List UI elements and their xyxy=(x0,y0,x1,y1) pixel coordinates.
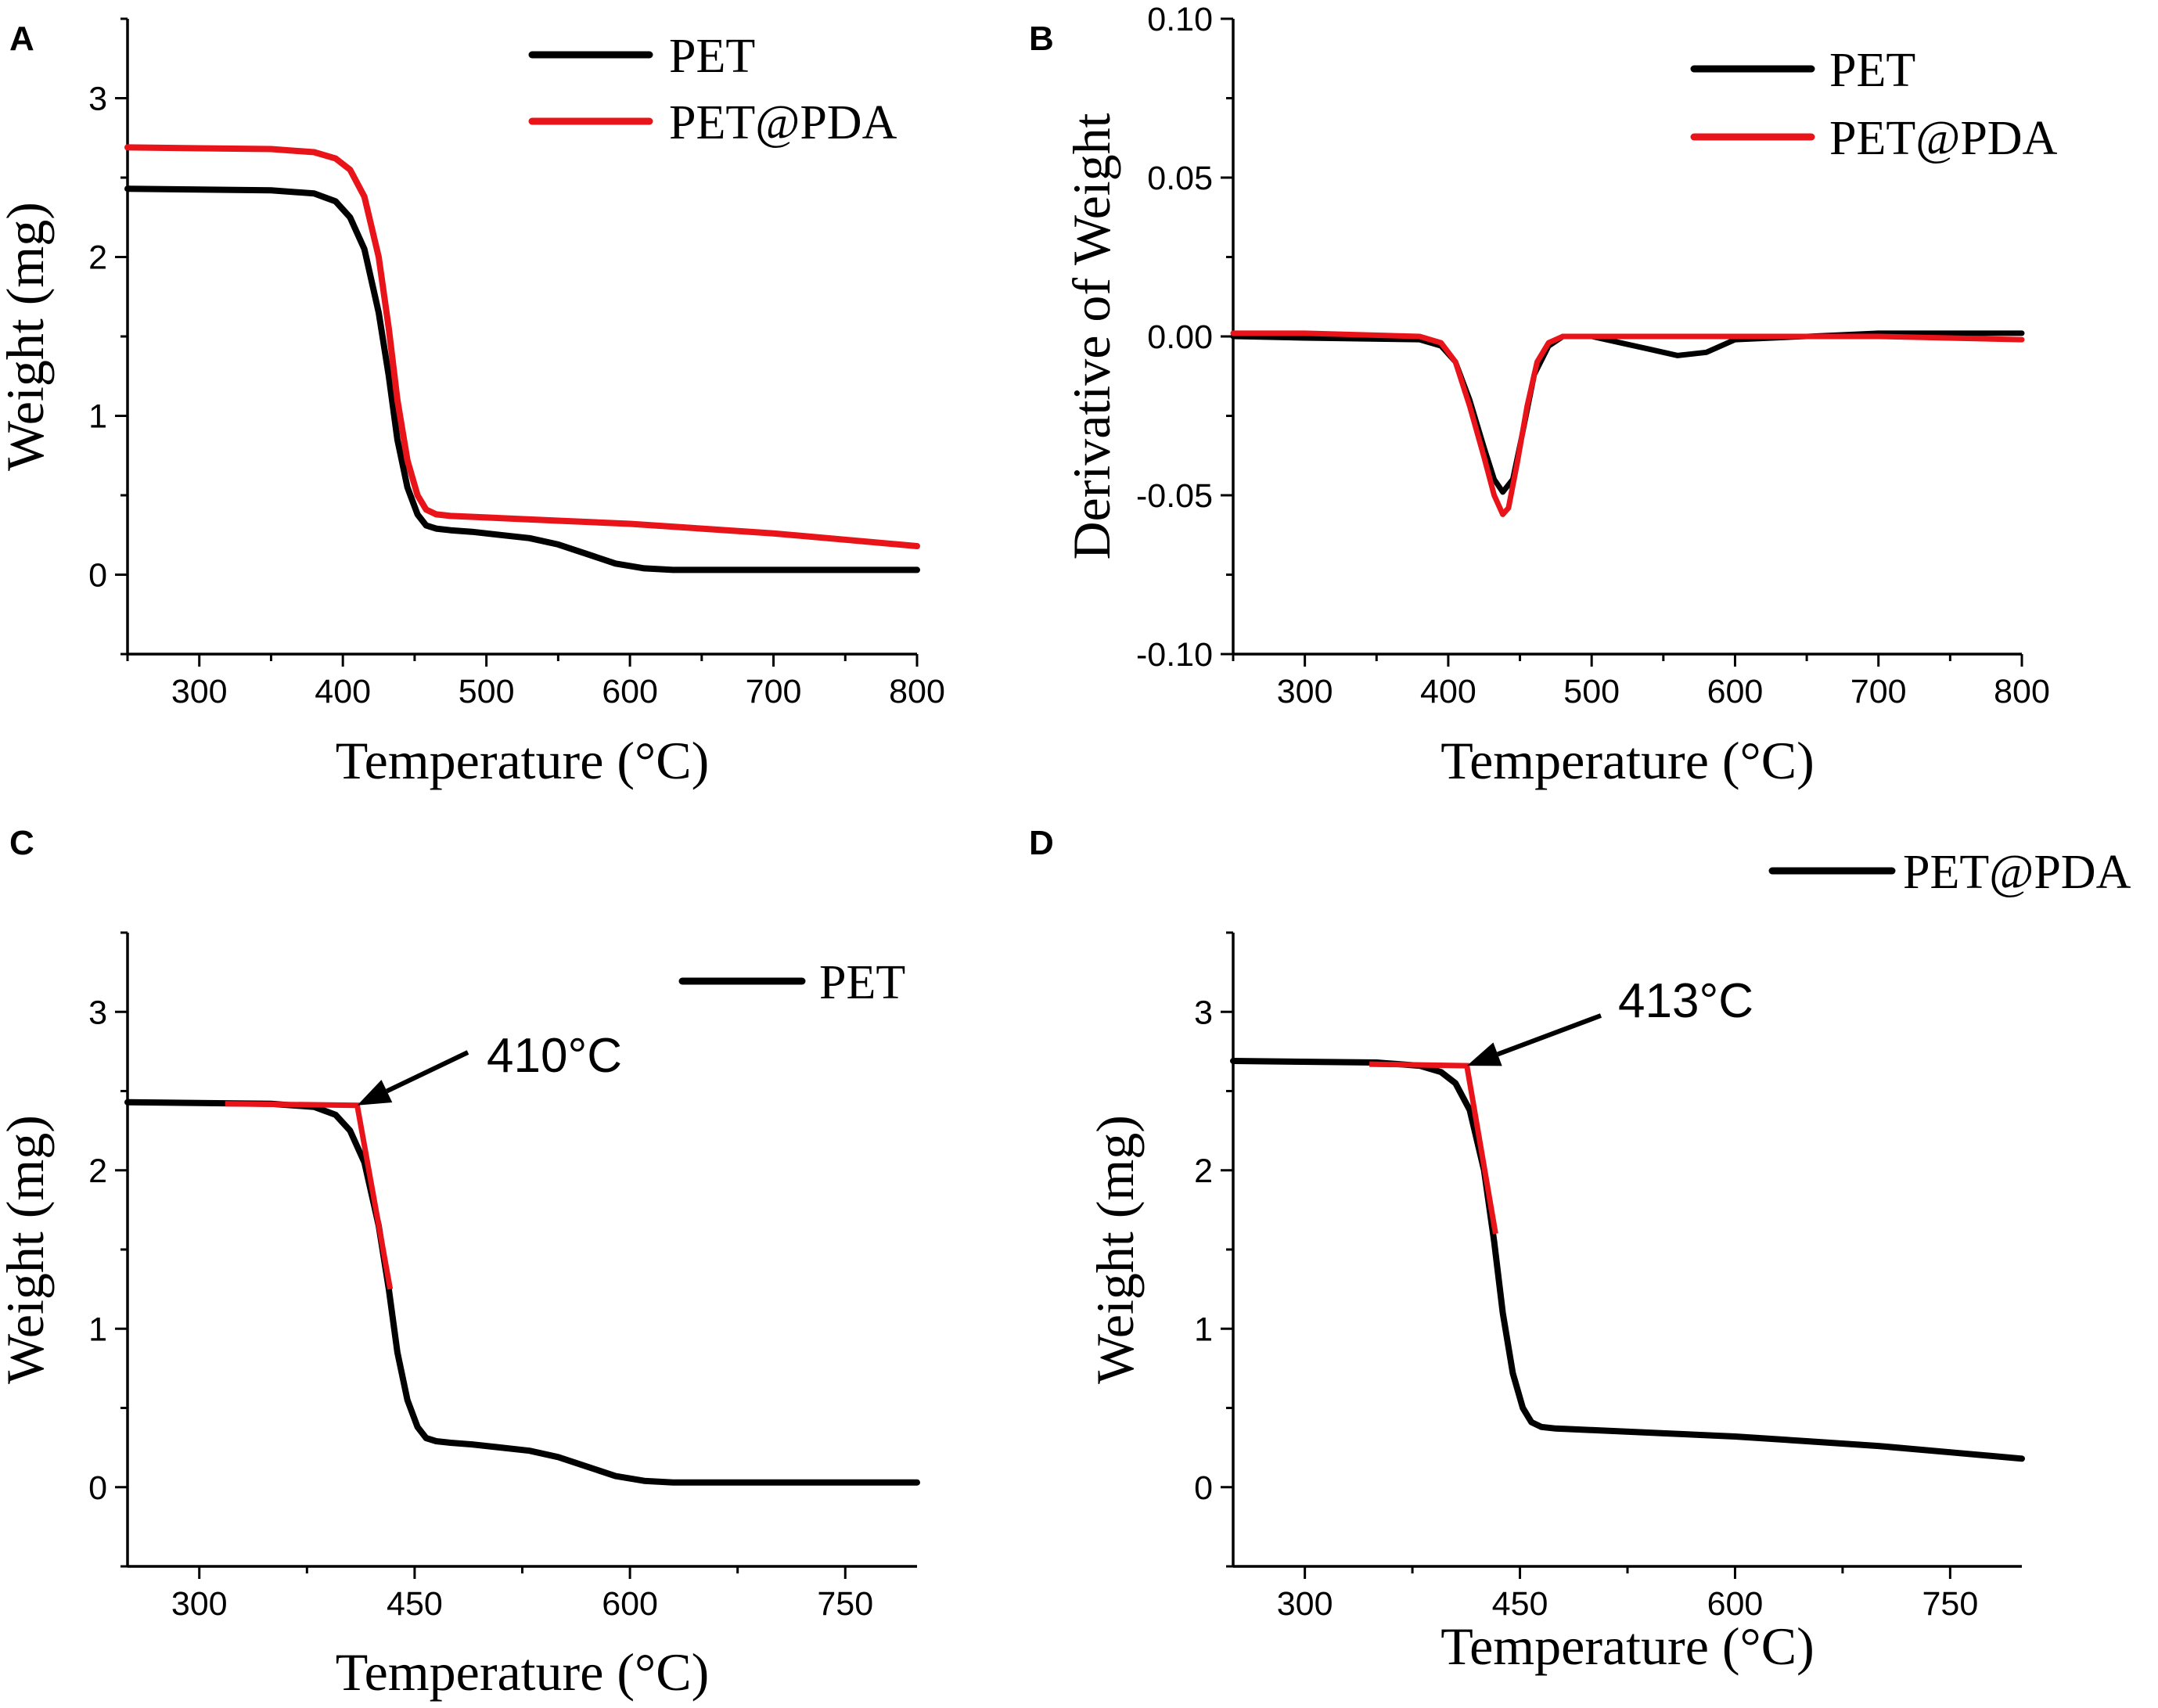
y-tick-label: 2 xyxy=(1194,1152,1213,1190)
series-line-pet-pda xyxy=(1230,1058,2025,1462)
series-line-pet-pda xyxy=(124,144,920,549)
x-tick-label: 600 xyxy=(602,1585,658,1623)
y-tick-label: 2 xyxy=(88,1152,107,1190)
y-tick-label: 1 xyxy=(88,398,107,436)
series-line-pet xyxy=(124,185,920,574)
legend-label-pet-pda: PET@PDA xyxy=(669,96,897,149)
panel-letter-c: C xyxy=(9,824,34,862)
x-tick-label: 800 xyxy=(889,673,945,710)
legend-label-pet-pda: PET@PDA xyxy=(1903,846,2131,899)
series-line-pet-pda xyxy=(1230,330,2025,517)
x-tick-label: 800 xyxy=(1994,673,2050,710)
y-axis-title: Weight (mg) xyxy=(1085,1115,1145,1384)
chart-panel-c: C 300 450 600 750 0 1 2 3 Temperature (°C) Weight … xyxy=(0,824,920,1702)
x-tick-label: 750 xyxy=(817,1585,873,1623)
onset-tangent-line xyxy=(1369,1061,1498,1235)
panel-letter-d: D xyxy=(1029,824,1054,862)
onset-tangent-line xyxy=(225,1101,394,1290)
x-tick-label: 600 xyxy=(1707,1585,1764,1623)
y-tick-label: 0 xyxy=(1194,1469,1213,1507)
x-tick-label: 300 xyxy=(1277,1585,1333,1623)
x-tick-label: 600 xyxy=(1707,673,1764,710)
y-tick-label: 3 xyxy=(88,994,107,1031)
y-tick-label: 0 xyxy=(88,1469,107,1507)
annotation-arrowhead xyxy=(1466,1042,1502,1066)
x-tick-label: 700 xyxy=(746,673,802,710)
x-axis-title: Temperature (°C) xyxy=(336,1642,709,1702)
onset-temperature-label: 413°C xyxy=(1618,974,1753,1028)
panel-letter-a: A xyxy=(9,20,34,58)
annotation-arrow xyxy=(386,1050,469,1094)
y-tick-label: 3 xyxy=(1194,994,1213,1031)
x-tick-label: 300 xyxy=(1277,673,1333,710)
onset-temperature-label: 410°C xyxy=(487,1029,622,1083)
legend-label-pet: PET xyxy=(1829,44,1915,97)
x-tick-label: 400 xyxy=(1420,673,1476,710)
y-axis-title: Weight (mg) xyxy=(0,1115,55,1384)
y-tick-label: -0.10 xyxy=(1136,636,1213,674)
x-axis-title: Temperature (°C) xyxy=(1440,731,1814,790)
y-tick-label: 1 xyxy=(1194,1311,1213,1348)
x-tick-label: 400 xyxy=(315,673,371,710)
x-tick-label: 450 xyxy=(387,1585,443,1623)
x-tick-label: 500 xyxy=(1563,673,1620,710)
x-tick-label: 500 xyxy=(459,673,515,710)
chart-panel-b: B 300 400 500 600 700 800 -0.10 -0.05 0.00 0.05 0.1… xyxy=(1029,1,2058,790)
chart-panel-d: D 300 450 600 750 0 1 2 3 Temperature (°C) Weight … xyxy=(1029,824,2131,1676)
panel-letter-b: B xyxy=(1029,20,1054,58)
series-line-pet xyxy=(124,1099,920,1486)
y-tick-label: 1 xyxy=(88,1311,107,1348)
y-tick-label: 3 xyxy=(88,81,107,118)
x-tick-label: 300 xyxy=(171,1585,228,1623)
series-line-pet xyxy=(1230,330,2025,495)
y-axis-title: Derivative of Weight xyxy=(1062,113,1121,559)
x-tick-label: 300 xyxy=(171,673,228,710)
legend-label-pet: PET xyxy=(669,30,755,83)
y-tick-label: 0 xyxy=(88,557,107,595)
y-tick-label: -0.05 xyxy=(1136,477,1213,515)
x-tick-label: 600 xyxy=(602,673,658,710)
annotation-arrow xyxy=(1497,1013,1602,1057)
x-tick-label: 450 xyxy=(1492,1585,1548,1623)
legend-label-pet-pda: PET@PDA xyxy=(1829,112,2058,165)
y-tick-label: 0.00 xyxy=(1147,318,1213,356)
legend-label-pet: PET xyxy=(819,956,905,1009)
annotation-arrowhead xyxy=(357,1080,393,1106)
x-tick-label: 700 xyxy=(1850,673,1907,710)
x-tick-label: 750 xyxy=(1922,1585,1978,1623)
x-axis-title: Temperature (°C) xyxy=(336,731,709,790)
chart-panel-a: A 300 400 500 600 700 800 0 1 2 3 Temperature (°C) W… xyxy=(0,17,945,790)
x-axis-title: Temperature (°C) xyxy=(1440,1616,1814,1676)
y-tick-label: 0.05 xyxy=(1147,160,1213,197)
y-tick-label: 0.10 xyxy=(1147,1,1213,38)
y-axis-title: Weight (mg) xyxy=(0,202,55,471)
y-tick-label: 2 xyxy=(88,239,107,277)
